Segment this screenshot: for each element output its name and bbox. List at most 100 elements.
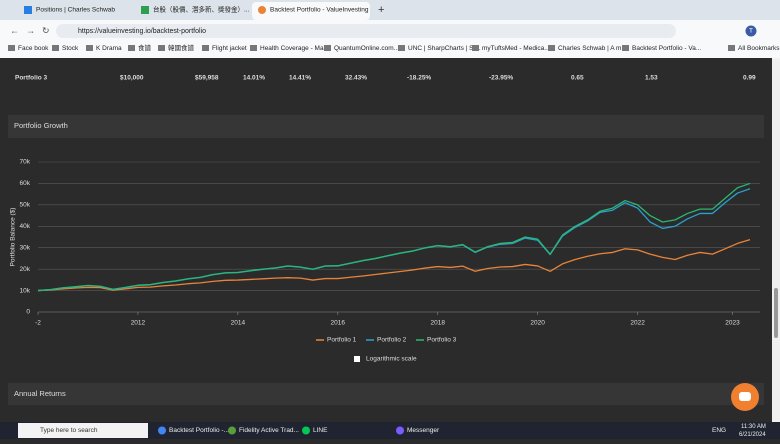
bookmark[interactable]: UNC | SharpCharts | St...: [408, 45, 481, 52]
bookmark-icon: [728, 45, 735, 51]
search-box[interactable]: [18, 423, 148, 438]
bookmark-icon: [622, 45, 629, 51]
bookmark-icon: [548, 45, 555, 51]
bookmark[interactable]: myTuftsMed - Medica...: [482, 45, 550, 52]
table-cell: 0.65: [571, 75, 584, 82]
tab-icon: [24, 6, 32, 14]
tab-title[interactable]: Positions | Charles Schwab: [36, 7, 115, 14]
tab-title[interactable]: 台股（股價、潛多新、獎發金）...: [153, 5, 250, 14]
tab-icon: [258, 6, 266, 14]
section-header: [8, 115, 764, 138]
bookmark[interactable]: Flight jacket: [212, 45, 247, 52]
tab-title[interactable]: Backtest Portfolio - ValueInvesting: [270, 7, 369, 14]
bookmark[interactable]: QuantumOnline.com...: [334, 45, 399, 52]
clock-date: 6/21/2024: [739, 432, 766, 438]
x-tick-label: 2023: [725, 320, 740, 327]
new-tab[interactable]: +: [378, 4, 384, 16]
taskbar-apps: Backtest Portfolio -... Fidelity Active T…: [158, 426, 440, 435]
series-line: [37, 238, 751, 292]
table-cell: 1.53: [645, 75, 658, 82]
log-scale-label[interactable]: Logarithmic scale: [366, 356, 417, 363]
y-tick-label: 50k: [20, 202, 31, 209]
bookmark[interactable]: 韓國食譜: [168, 43, 195, 52]
bookmark-icon: [128, 45, 135, 51]
scrollbar[interactable]: [772, 58, 780, 422]
y-tick-label: 30k: [20, 244, 31, 251]
table-cell: 0.99: [743, 75, 756, 82]
clock-time: 11:30 AM: [741, 424, 766, 430]
tab-icon: [141, 6, 149, 14]
series-line: [37, 182, 751, 292]
app-icon: [158, 426, 166, 435]
tab-bar: [0, 0, 780, 20]
active-tab[interactable]: [252, 2, 370, 20]
table-cell: -23.95%: [489, 75, 513, 82]
section-header: [8, 383, 764, 405]
app-icon: [302, 426, 310, 435]
y-axis-label: Portfolio Balance ($): [10, 208, 17, 267]
y-tick-label: 40k: [20, 223, 31, 230]
taskbar-app[interactable]: Messenger: [407, 427, 440, 434]
url[interactable]: https://valueinvesting.io/backtest-portf…: [78, 28, 206, 35]
bookmark[interactable]: Stock: [62, 45, 79, 52]
table-cell: 32.43%: [345, 75, 367, 82]
taskbar-app[interactable]: LINE: [313, 427, 328, 434]
x-tick-label: 2012: [131, 320, 146, 327]
forward-button[interactable]: →: [26, 25, 35, 35]
legend-entry[interactable]: Portfolio 1: [327, 337, 357, 344]
scroll-thumb[interactable]: [774, 288, 778, 338]
profile[interactable]: [745, 25, 757, 37]
x-tick-label: 2014: [231, 320, 246, 327]
table-cell: 14.41%: [289, 75, 311, 82]
back-button[interactable]: ←: [10, 25, 19, 35]
taskbar: [0, 422, 780, 439]
address-bar[interactable]: [56, 24, 676, 38]
table-row: Portfolio 3 $10,000 $59,958 14.01% 14.41% 32.…: [15, 75, 756, 82]
profile-initial: T: [749, 28, 753, 35]
bookmark[interactable]: All Bookmarks: [738, 45, 780, 52]
bookmark[interactable]: K Drama: [96, 45, 122, 52]
bookmarks-bar: Face book Stock K Drama 食譜 韓國食譜 Flight jacket…: [8, 43, 780, 52]
x-tick-label: -2: [35, 320, 41, 327]
bookmark-icon: [398, 45, 405, 51]
table-cell: $10,000: [120, 75, 144, 82]
y-tick-label: 70k: [20, 159, 31, 166]
section-title: Portfolio Growth: [14, 121, 68, 130]
y-tick-label: 0: [26, 309, 30, 316]
chat-icon: [739, 392, 751, 401]
section-title: Annual Returns: [14, 389, 66, 398]
bookmark-icon: [472, 45, 479, 51]
bookmark[interactable]: Backtest Portfolio - Va...: [632, 45, 701, 52]
search-placeholder[interactable]: Type here to search: [40, 427, 98, 434]
bookmark-icon: [86, 45, 93, 51]
chart: 0 10k 20k 30k 40k 50k 60k 70k -2 2012 2014 2016 2018…: [10, 159, 760, 344]
bookmark[interactable]: Face book: [18, 45, 49, 52]
x-tick-label: 2016: [331, 320, 346, 327]
language: ENG: [712, 427, 726, 434]
bookmark-icon: [202, 45, 209, 51]
bookmark-icon: [158, 45, 165, 51]
legend-entry[interactable]: Portfolio 2: [377, 337, 407, 344]
reload-button[interactable]: ↻: [42, 25, 50, 35]
table-cell: $59,958: [195, 75, 219, 82]
log-checkbox[interactable]: [354, 356, 360, 362]
x-tick-label: 2022: [630, 320, 645, 327]
bookmark[interactable]: Charles Schwab | A m...: [558, 45, 627, 52]
x-tick-label: 2018: [430, 320, 445, 327]
app-icon: [396, 426, 404, 435]
bookmark[interactable]: 食譜: [138, 43, 152, 52]
page-body: [0, 58, 772, 422]
taskbar-app[interactable]: Fidelity Active Trad...: [239, 427, 299, 434]
bookmark-icon: [52, 45, 59, 51]
bookmark-icon: [8, 45, 15, 51]
bookmark-icon: [324, 45, 331, 51]
taskbar-app[interactable]: Backtest Portfolio -...: [169, 427, 229, 434]
legend-entry[interactable]: Portfolio 3: [427, 337, 457, 344]
table-cell: 14.01%: [243, 75, 265, 82]
bookmark[interactable]: Health Coverage - Ma...: [260, 45, 329, 52]
app-icon: [228, 426, 236, 435]
x-tick-label: 2020: [530, 320, 545, 327]
bookmark-icon: [250, 45, 257, 51]
